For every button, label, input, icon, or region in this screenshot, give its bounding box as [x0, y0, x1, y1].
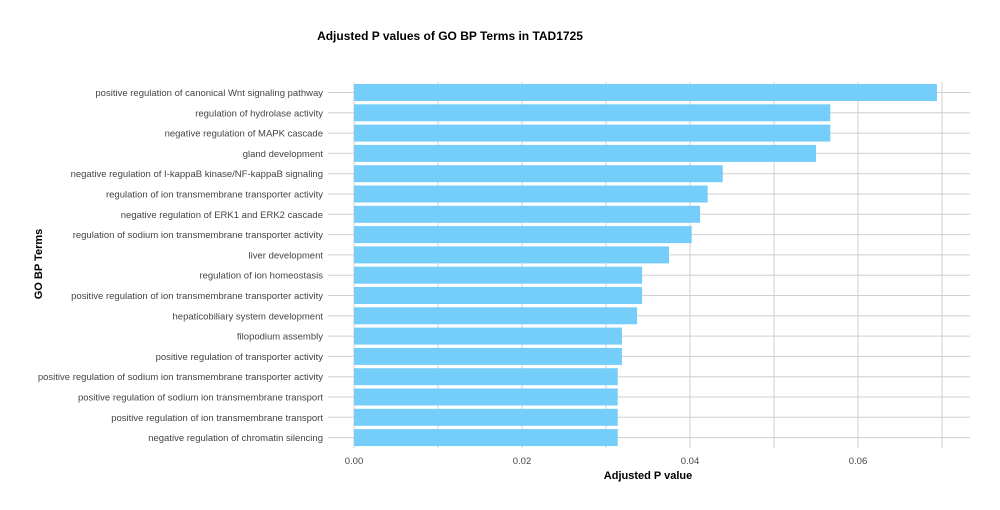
category-label: negative regulation of ERK1 and ERK2 cas… [121, 210, 323, 221]
category-label: regulation of hydrolase activity [195, 108, 323, 119]
bar [354, 327, 622, 345]
category-label: regulation of sodium ion transmembrane t… [73, 230, 324, 241]
category-label: negative regulation of I-kappaB kinase/N… [71, 169, 323, 180]
x-tick-labels: 0.00 0.02 0.04 0.06 [345, 456, 868, 467]
category-label: positive regulation of sodium ion transm… [78, 393, 323, 404]
category-label: gland development [243, 149, 324, 160]
category-labels: positive regulation of canonical Wnt sig… [38, 88, 324, 444]
bar [354, 408, 618, 426]
category-label: filopodium assembly [237, 332, 323, 343]
category-label: negative regulation of MAPK cascade [165, 129, 323, 140]
x-tick-label: 0.06 [849, 456, 868, 467]
x-tick-label: 0.02 [513, 456, 532, 467]
bar [354, 104, 831, 122]
category-label: positive regulation of ion transmembrane… [111, 413, 323, 424]
bar [354, 124, 831, 142]
bar [354, 307, 638, 325]
category-label: liver development [249, 250, 324, 261]
bar [354, 185, 708, 203]
bar [354, 205, 701, 223]
category-label: positive regulation of transporter activ… [156, 352, 324, 363]
bar [354, 266, 643, 284]
bar [354, 165, 723, 183]
bar [354, 246, 669, 264]
category-label: positive regulation of canonical Wnt sig… [95, 88, 323, 99]
bar [354, 144, 816, 162]
bar [354, 368, 618, 386]
category-label: regulation of ion homeostasis [199, 271, 323, 282]
x-axis-title: Adjusted P value [604, 470, 692, 482]
category-label: negative regulation of chromatin silenci… [148, 433, 323, 444]
category-label: positive regulation of ion transmembrane… [71, 291, 323, 302]
x-tick-label: 0.04 [681, 456, 700, 467]
bar [354, 226, 692, 244]
category-label: regulation of ion transmembrane transpor… [106, 190, 323, 201]
bar [354, 84, 937, 101]
bar [354, 287, 643, 304]
category-label: positive regulation of sodium ion transm… [38, 372, 323, 383]
bars [354, 84, 937, 447]
chart-title: Adjusted P values of GO BP Terms in TAD1… [317, 29, 583, 43]
y-axis-title: GO BP Terms [33, 229, 45, 300]
category-label: hepaticobiliary system development [173, 311, 324, 322]
bar [354, 347, 622, 365]
bar [354, 429, 618, 447]
bar [354, 388, 618, 406]
x-tick-label: 0.00 [345, 456, 364, 467]
